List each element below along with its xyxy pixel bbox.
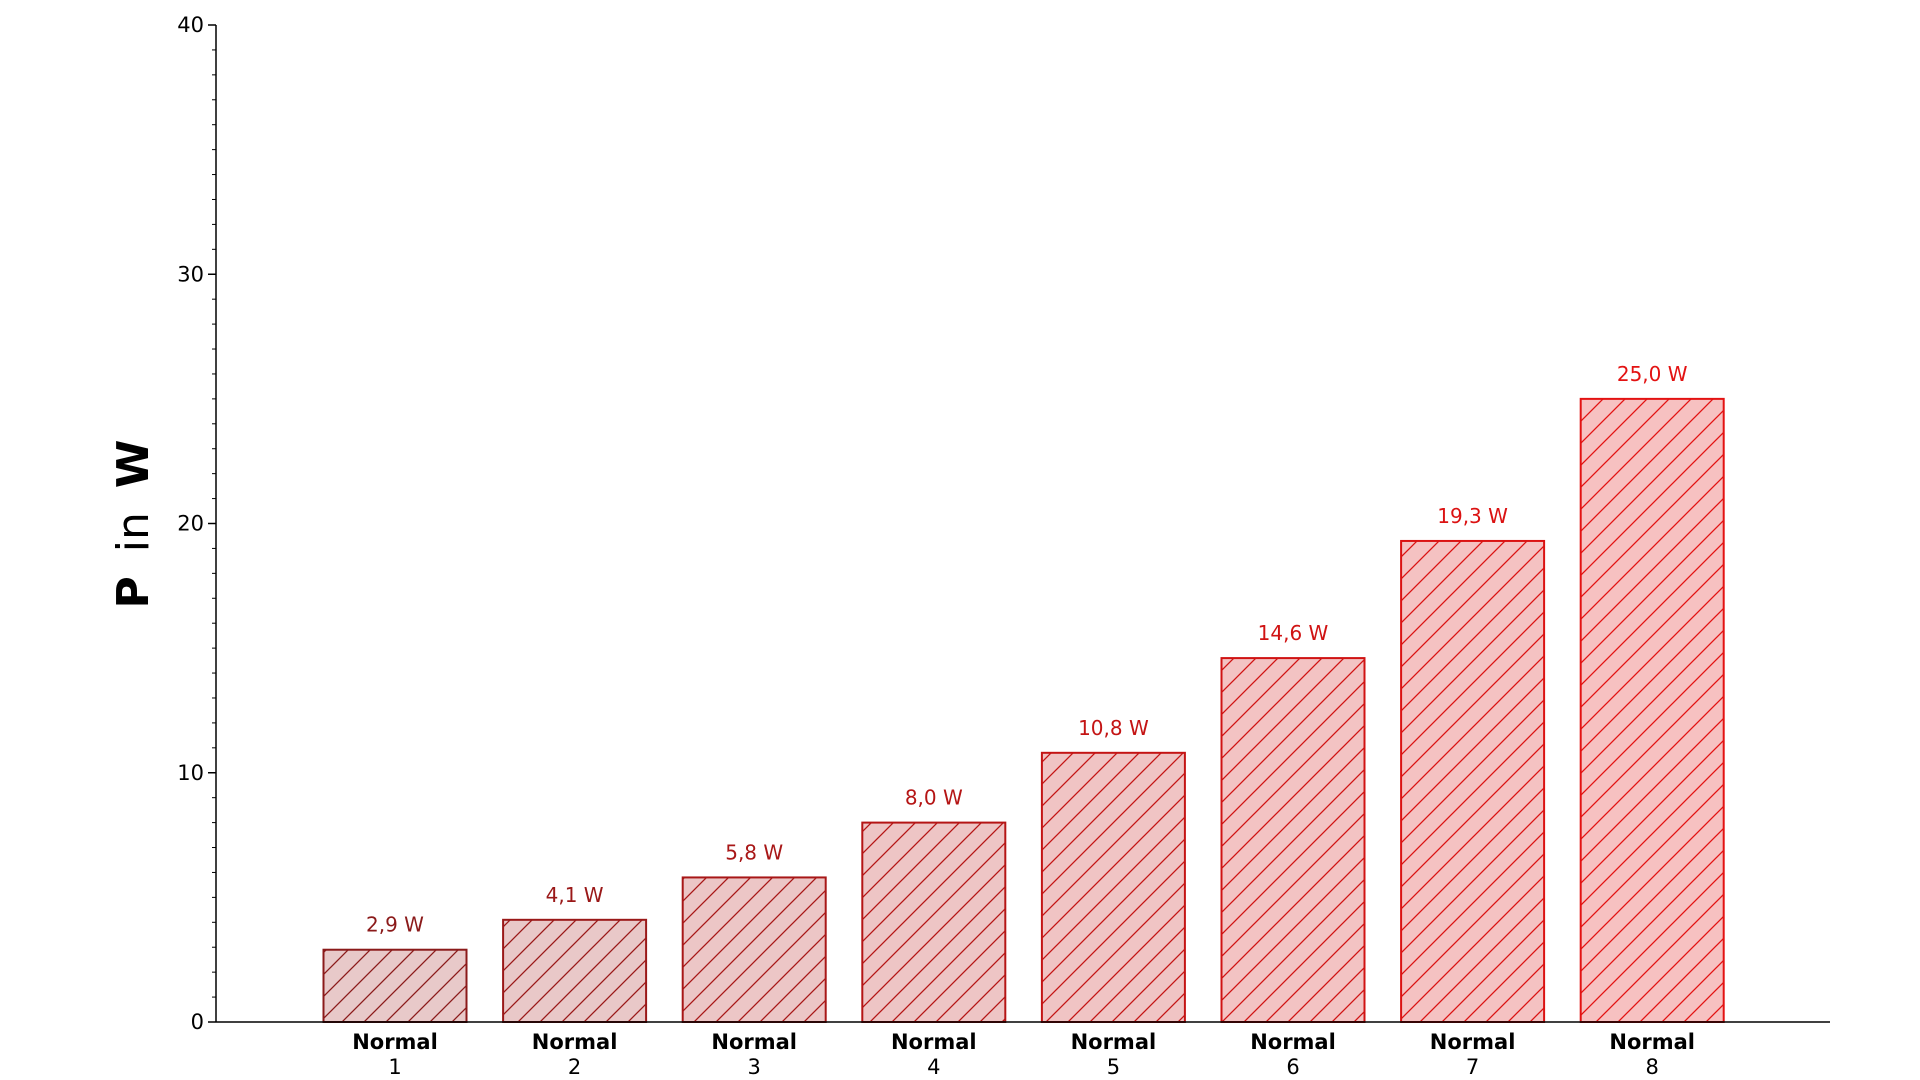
y-tick-label-1: 10 (177, 761, 204, 785)
bars (322, 397, 1725, 1024)
y-axis-label: P in W (108, 440, 159, 609)
x-category-label-8: Normal (1609, 1030, 1695, 1054)
x-category-label-4: Normal (891, 1030, 977, 1054)
value-label-2: 4,1 W (546, 883, 604, 907)
bar-2 (502, 918, 648, 1023)
x-category-number-3: 3 (748, 1055, 761, 1079)
x-axis-categories: Normal1Normal2Normal3Normal4Normal5Norma… (352, 1030, 1695, 1079)
value-label-5: 10,8 W (1078, 716, 1149, 740)
y-axis-label-symbol: P (108, 576, 159, 608)
value-label-3: 5,8 W (725, 840, 783, 864)
value-label-8: 25,0 W (1617, 362, 1688, 386)
y-axis-label-word: in (108, 512, 159, 552)
value-label-6: 14,6 W (1258, 621, 1329, 645)
bar-8 (1579, 397, 1725, 1023)
x-category-number-4: 4 (927, 1055, 940, 1079)
x-category-label-5: Normal (1071, 1030, 1157, 1054)
bar-1 (322, 948, 468, 1024)
x-category-label-7: Normal (1430, 1030, 1516, 1054)
value-label-1: 2,9 W (366, 913, 424, 937)
bar-7 (1400, 539, 1546, 1023)
x-category-label-3: Normal (711, 1030, 797, 1054)
y-tick-label-4: 40 (177, 13, 204, 37)
y-axis-label-unit: W (108, 440, 159, 489)
x-category-number-1: 1 (388, 1055, 401, 1079)
x-category-label-6: Normal (1250, 1030, 1336, 1054)
value-labels: 2,9 W 4,1 W 5,8 W 8,0 W 10,8 W 14,6 W 19,3 W 25… (366, 362, 1688, 937)
x-category-label-1: Normal (352, 1030, 438, 1054)
y-tick-label-3: 30 (177, 262, 204, 286)
bar-3 (681, 876, 827, 1023)
value-label-7: 19,3 W (1437, 504, 1508, 528)
x-category-number-7: 7 (1466, 1055, 1479, 1079)
bar-4 (861, 821, 1007, 1023)
y-tick-label-2: 20 (177, 512, 204, 536)
bar-5 (1040, 751, 1186, 1023)
y-tick-label-0: 0 (191, 1010, 204, 1034)
x-category-number-8: 8 (1646, 1055, 1659, 1079)
x-category-label-2: Normal (532, 1030, 618, 1054)
y-axis-major-ticks: 0 10 20 30 40 (177, 13, 216, 1034)
x-category-number-2: 2 (568, 1055, 581, 1079)
x-category-number-6: 6 (1286, 1055, 1299, 1079)
x-category-number-5: 5 (1107, 1055, 1120, 1079)
bar-6 (1220, 657, 1366, 1023)
value-label-4: 8,0 W (905, 786, 963, 810)
